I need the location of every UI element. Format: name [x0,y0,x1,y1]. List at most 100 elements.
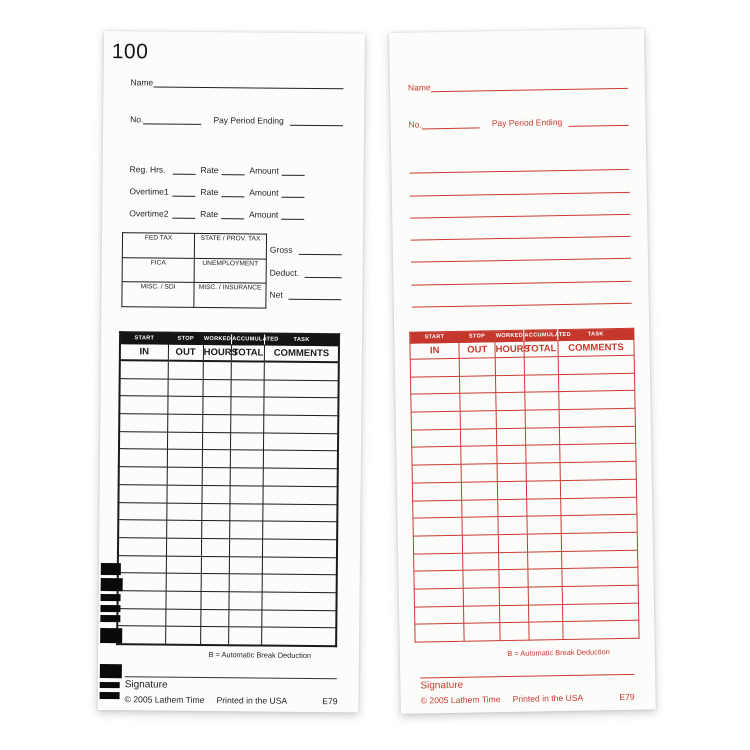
time-table-empty-cell [117,608,166,627]
time-table-empty-cell [460,410,497,430]
net-blank-line [288,289,342,301]
timing-mark [100,627,123,644]
time-table-empty-cell [414,623,465,643]
model-number: E79 [322,696,338,707]
amount-label: Amount [249,187,279,198]
time-table-empty-cell [497,463,527,482]
time-table-empty-cell [557,355,635,375]
time-table-empty-cell [459,357,496,377]
time-table-empty-cell [229,520,263,539]
timing-mark [100,562,121,576]
time-table-empty-cell [562,602,639,622]
no-label: No. [408,119,422,130]
time-table-empty-cell [119,360,169,379]
timing-mark [99,681,120,689]
time-table-empty-cell [119,378,168,397]
time-card-front: 100 Name No. Pay Period Ending Reg. Hrs.… [97,31,365,713]
time-table-empty-cell [562,620,640,640]
time-table-empty-cell [262,556,337,576]
time-table-empty-cell [561,532,638,552]
time-table-empty-cell [229,538,263,557]
rate-blank-line [221,187,245,198]
time-table-empty-cell [412,464,462,483]
reg-hrs-label: Reg. Hrs. [129,164,166,175]
header-comments: COMMENTS [264,345,339,363]
time-table-empty-cell [413,570,464,590]
header-accumulated: ACCUMULATED [231,333,279,346]
header-hours: HOURS [494,341,530,358]
time-table-empty-cell [463,569,500,589]
header-stop: STOP [168,332,204,345]
time-table: START STOP WORKED ACCUMULATED TASK IN OU… [409,327,640,643]
time-table-empty-cell [117,590,166,609]
time-table-empty-cell [166,502,202,521]
time-table-empty-cell [229,503,263,522]
time-table-header-bottom: IN OUT HOURS TOTAL COMMENTS [119,343,339,363]
timing-mark [100,614,121,623]
time-table-empty-cell [202,360,232,380]
gross-label: Gross [269,244,293,255]
rate-label: Rate [200,186,219,198]
time-table-empty-cell [166,520,202,539]
time-table-empty-cell [411,429,461,448]
time-table-empty-cell [228,627,262,646]
time-table-empty-cell [462,552,499,571]
pay-period-label: Pay Period Ending [213,115,284,126]
time-table-empty-cell [167,360,204,380]
time-table-empty-cell [414,605,465,625]
time-table-empty-cell [559,461,637,481]
time-table-empty-cell [526,480,561,499]
time-table-empty-cell [499,604,530,623]
time-table-empty-cell [497,480,527,500]
time-table-empty-cell [261,591,337,611]
name-blank-line [153,77,344,90]
time-table-empty-cell [410,376,461,395]
time-table-empty-cell [499,622,530,641]
time-table-empty-cell [261,627,337,647]
header-total: TOTAL [524,340,558,358]
time-table-empty-cell [118,502,167,521]
time-table-empty-cell [460,446,498,465]
overtime2-label: Overtime2 [129,208,169,219]
time-table-empty-row [118,519,338,540]
time-table-empty-cell [117,572,166,592]
time-table-empty-cell [166,537,202,557]
time-table-empty-row [119,360,339,381]
time-table-empty-cell [558,390,636,410]
tax-table-row: FED TAX STATE / PROV. TAX [122,232,267,259]
time-table-empty-row [118,484,338,505]
time-table-empty-row [117,572,337,593]
time-table-empty-cell [201,467,231,486]
time-table-empty-cell [498,551,529,570]
time-table-empty-cell [411,446,462,466]
timing-mark [100,577,123,592]
time-table-empty-cell [526,462,561,481]
timing-mark [100,604,121,613]
time-table-empty-cell [261,609,337,629]
time-table-empty-cell [561,585,639,605]
time-table-empty-row [118,449,338,469]
time-table-empty-cell [410,393,461,413]
time-table-empty-cell [498,516,528,535]
name-field-row: Name [408,78,629,93]
time-table-empty-cell [165,555,202,574]
time-table-empty-cell [262,538,338,558]
time-table-empty-row [118,466,338,487]
time-table-empty-cell [202,379,232,398]
time-table-empty-cell [460,393,497,412]
printed-in-usa-text: Printed in the USA [512,692,584,704]
tax-cell-unemployment: UNEMPLOYMENT [194,257,267,284]
time-table-empty-cell [118,449,168,468]
time-table-empty-cell [202,432,231,451]
time-table-empty-cell [117,537,167,556]
time-table-empty-cell [528,604,563,623]
time-table-empty-cell [263,432,339,452]
time-table-empty-cell [414,588,464,607]
time-table-empty-cell [202,396,232,415]
time-table-empty-cell [228,609,262,628]
ruled-lines-area [409,147,632,308]
time-table-empty-cell [495,374,525,394]
time-table-empty-cell [558,372,635,392]
deduct-label: Deduct. [269,267,300,278]
time-table-empty-cell [527,533,562,552]
